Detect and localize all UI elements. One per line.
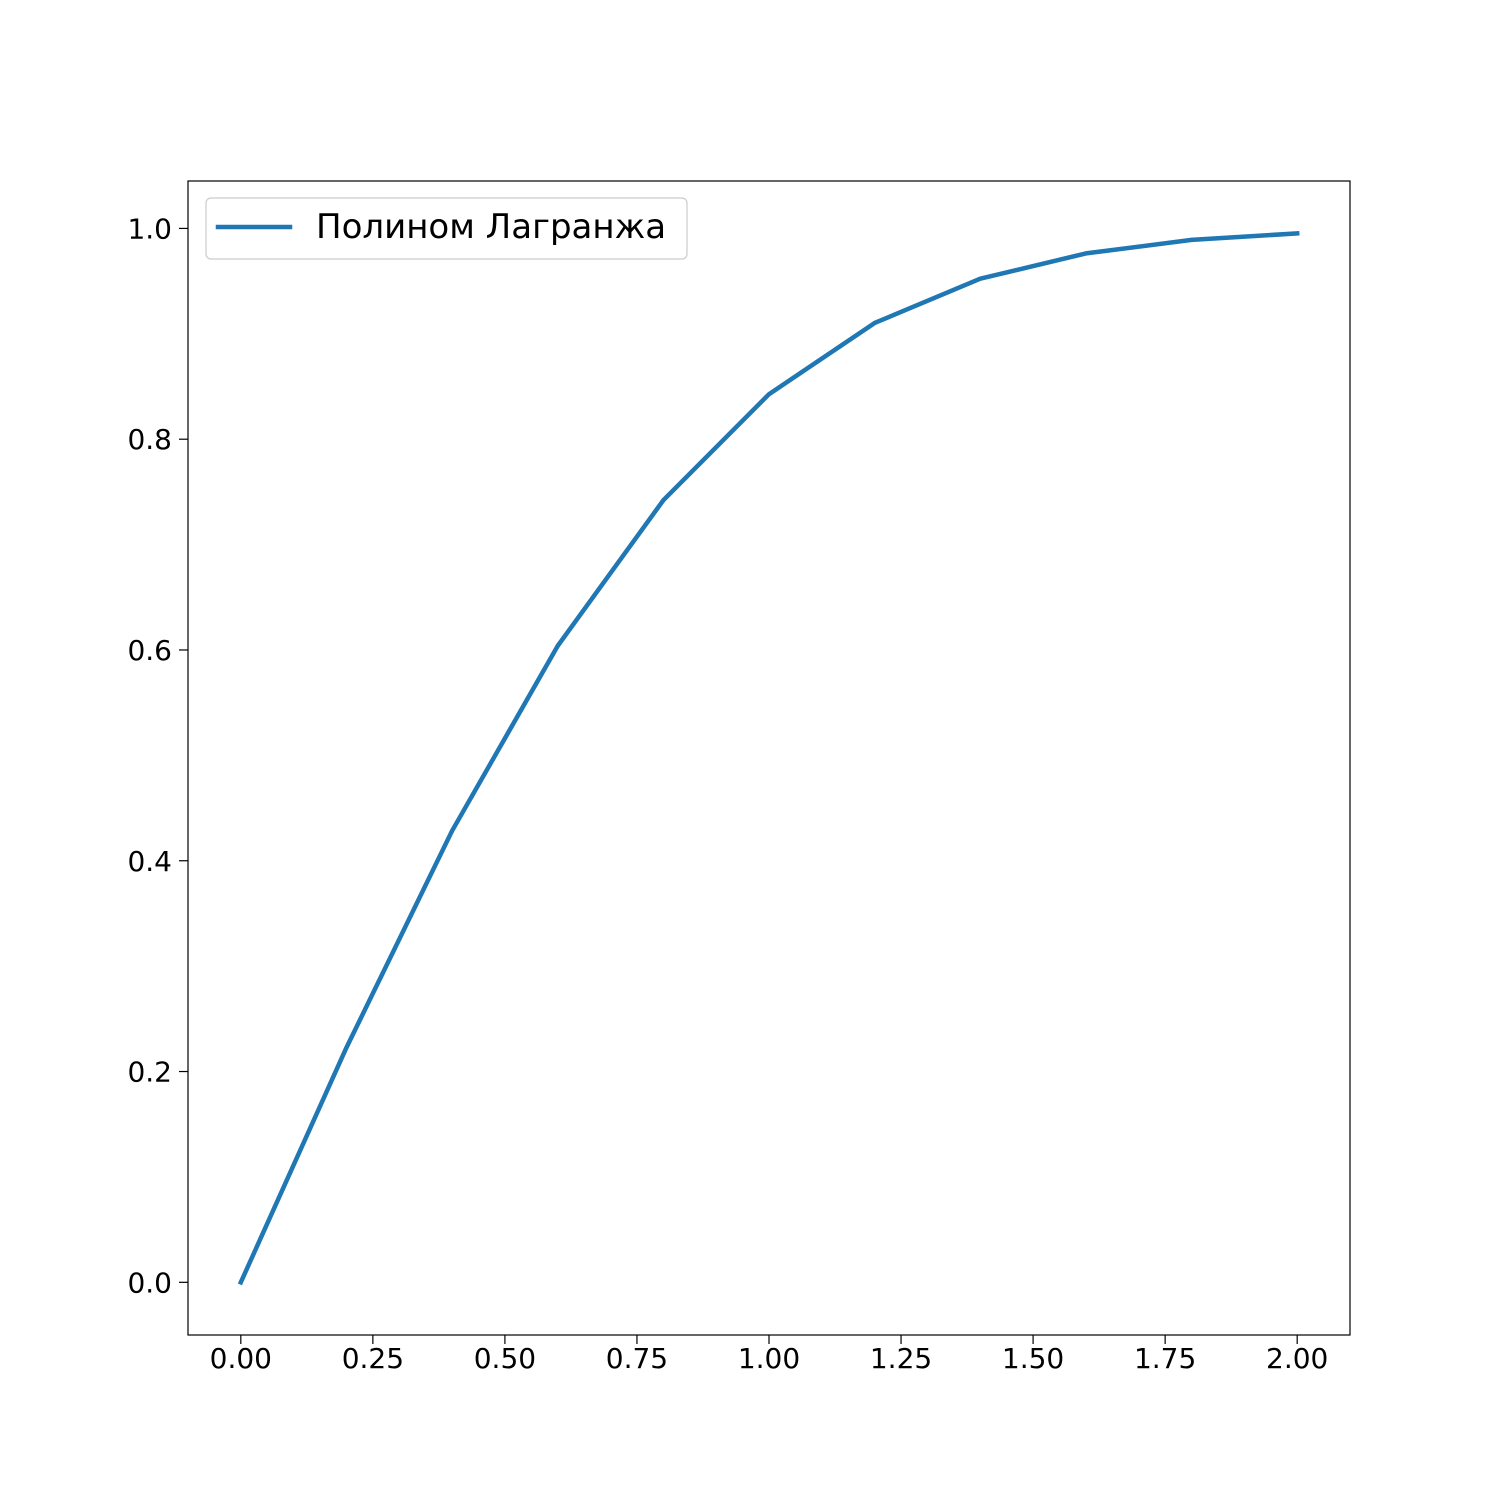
y-tick-label: 0.4 bbox=[127, 845, 172, 878]
data-point bbox=[1189, 237, 1194, 242]
data-point bbox=[661, 498, 666, 503]
y-tick-label: 0.2 bbox=[127, 1056, 172, 1089]
data-point bbox=[450, 828, 455, 833]
legend-label: Полином Лагранжа bbox=[316, 207, 666, 247]
x-axis-ticks: 0.00 0.25 0.50 0.75 1.00 1.25 1.50 1.75 2.00 bbox=[210, 1335, 1328, 1375]
data-point bbox=[1295, 231, 1300, 236]
data-point bbox=[238, 1280, 243, 1285]
data-point bbox=[872, 320, 877, 325]
y-axis-ticks: 0.0 0.2 0.4 0.6 0.8 1.0 bbox=[127, 212, 188, 1299]
series-layer bbox=[237, 230, 1300, 1286]
y-tick-label: 0.6 bbox=[127, 634, 172, 667]
x-tick-label: 1.75 bbox=[1134, 1342, 1196, 1375]
x-tick-label: 0.75 bbox=[606, 1342, 668, 1375]
data-point bbox=[978, 276, 983, 281]
data-point bbox=[555, 643, 560, 648]
y-tick-label: 0.0 bbox=[127, 1266, 172, 1299]
x-tick-label: 1.25 bbox=[870, 1342, 932, 1375]
data-point bbox=[767, 392, 771, 397]
y-tick-label: 0.8 bbox=[127, 423, 172, 456]
legend: Полином Лагранжа bbox=[205, 197, 688, 260]
y-tick-label: 1.0 bbox=[127, 212, 172, 245]
x-tick-label: 0.00 bbox=[210, 1342, 272, 1375]
x-tick-label: 1.50 bbox=[1002, 1342, 1064, 1375]
legend-box bbox=[205, 197, 688, 260]
x-tick-label: 2.00 bbox=[1266, 1342, 1328, 1375]
x-tick-label: 0.25 bbox=[342, 1342, 404, 1375]
x-tick-label: 0.50 bbox=[474, 1342, 536, 1375]
plot-frame bbox=[187, 180, 1351, 1336]
data-point bbox=[344, 1045, 349, 1050]
x-tick-label: 1.00 bbox=[738, 1342, 800, 1375]
data-point bbox=[1083, 251, 1088, 256]
